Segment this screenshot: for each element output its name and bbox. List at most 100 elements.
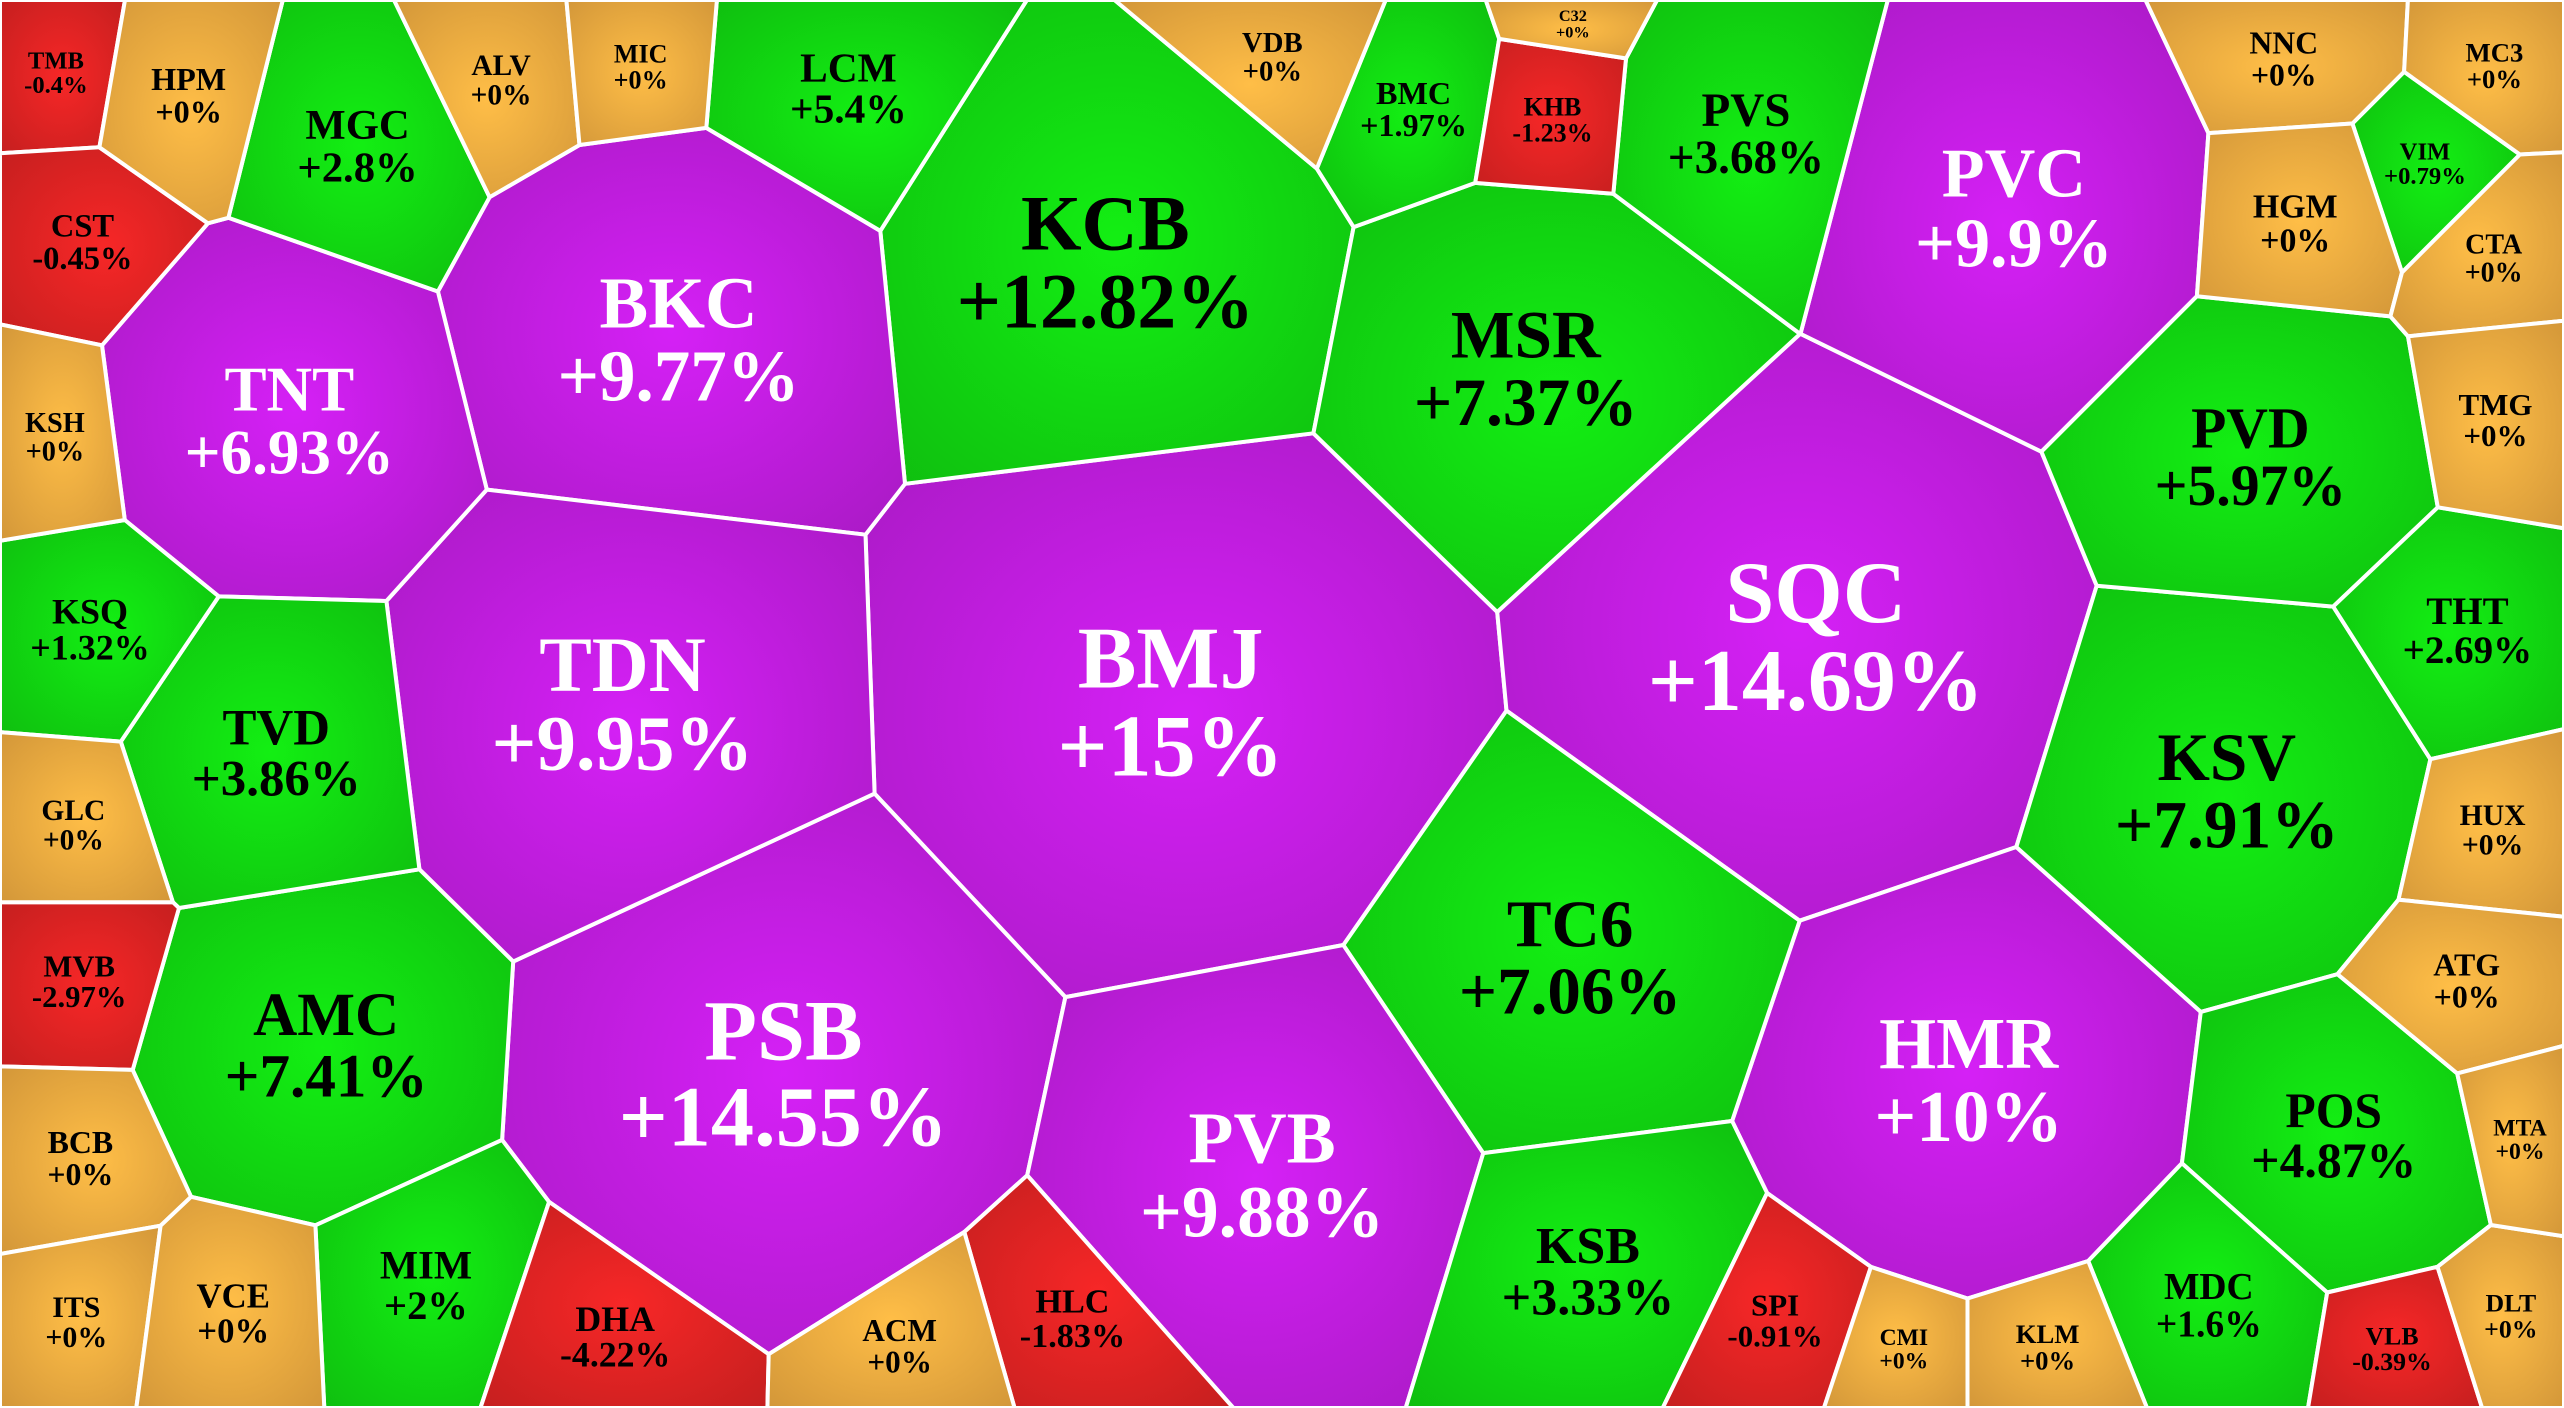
ticker-label-klm: KLM: [2016, 1319, 2080, 1349]
ticker-label-ksb: KSB: [1536, 1218, 1640, 1275]
change-label-hpm: +0%: [155, 93, 222, 129]
change-label-pos: +4.87%: [2251, 1133, 2416, 1188]
cell-vce[interactable]: [134, 1194, 327, 1408]
cell-klm[interactable]: [1965, 1259, 2149, 1408]
cell-glc[interactable]: [0, 730, 175, 905]
change-label-mim: +2%: [384, 1283, 468, 1328]
change-label-glc: +0%: [43, 825, 104, 857]
ticker-label-hux: HUX: [2460, 800, 2527, 832]
ticker-label-mc3: MC3: [2466, 37, 2524, 67]
cell-c32[interactable]: [1483, 0, 1660, 61]
change-label-vim: +0.79%: [2384, 163, 2466, 190]
ticker-label-acm: ACM: [862, 1313, 936, 1348]
cell-hgm[interactable]: [2194, 121, 2404, 319]
cell-mta[interactable]: [2455, 1043, 2564, 1239]
ticker-label-hmr: HMR: [1879, 1003, 2059, 1084]
change-label-c32: +0%: [1556, 22, 1590, 41]
ticker-label-its: ITS: [52, 1291, 100, 1324]
ticker-label-bmj: BMJ: [1078, 610, 1264, 707]
cell-ksh[interactable]: [0, 322, 127, 543]
ticker-label-glc: GLC: [41, 795, 105, 827]
ticker-label-msr: MSR: [1451, 298, 1602, 373]
ticker-label-tdn: TDN: [539, 622, 706, 709]
ticker-label-mdc: MDC: [2164, 1267, 2254, 1308]
cell-acm[interactable]: [765, 1230, 1017, 1408]
ticker-label-kcb: KCB: [1021, 180, 1190, 266]
ticker-label-nnc: NNC: [2249, 26, 2318, 61]
ticker-label-vdb: VDB: [1242, 27, 1303, 59]
ticker-label-vlb: VLB: [2366, 1321, 2419, 1350]
ticker-label-hgm: HGM: [2253, 188, 2338, 225]
ticker-label-cst: CST: [51, 209, 115, 245]
change-label-mdc: +1.6%: [2156, 1305, 2262, 1346]
cell-mic[interactable]: [564, 0, 719, 147]
change-label-mgc: +2.8%: [297, 145, 417, 192]
ticker-label-vce: VCE: [197, 1277, 270, 1316]
change-label-mc3: +0%: [2467, 64, 2522, 94]
ticker-label-pos: POS: [2285, 1083, 2382, 1138]
ticker-label-sqc: SQC: [1725, 545, 1906, 642]
change-label-ksh: +0%: [26, 436, 85, 467]
change-label-hlc: -1.83%: [1020, 1318, 1125, 1355]
ticker-label-ksh: KSH: [25, 408, 85, 439]
change-label-its: +0%: [45, 1321, 107, 1354]
ticker-label-tmg: TMG: [2458, 387, 2532, 422]
change-label-dlt: +0%: [2484, 1315, 2537, 1344]
change-label-kcb: +12.82%: [957, 258, 1255, 344]
ticker-label-hpm: HPM: [151, 61, 226, 97]
change-label-tnt: +6.93%: [185, 418, 394, 488]
change-label-cta: +0%: [2465, 258, 2523, 289]
ticker-label-alv: ALV: [471, 50, 530, 82]
ticker-label-pvb: PVB: [1189, 1097, 1336, 1179]
change-label-klm: +0%: [2020, 1346, 2075, 1376]
change-label-khb: -1.23%: [1512, 118, 1592, 147]
change-label-ksq: +1.32%: [30, 628, 150, 668]
change-label-bmc: +1.97%: [1360, 107, 1467, 143]
ticker-label-tvd: TVD: [223, 701, 330, 757]
cell-hpm[interactable]: [97, 0, 285, 226]
cell-cta[interactable]: [2388, 150, 2564, 339]
labels-layer: BMJ+15% SQC+14.69% PSB+14.55% KCB+12.82% BKC…: [24, 6, 2547, 1379]
change-label-tc6: +7.06%: [1459, 954, 1681, 1028]
ticker-label-mic: MIC: [614, 39, 668, 68]
ticker-label-ksq: KSQ: [52, 592, 128, 632]
ticker-label-mvb: MVB: [43, 949, 115, 983]
ticker-label-pvd: PVD: [2191, 397, 2310, 460]
cell-vdb[interactable]: [1112, 0, 1388, 171]
change-label-tvd: +3.86%: [192, 752, 361, 808]
change-label-bcb: +0%: [47, 1157, 113, 1192]
change-label-cst: -0.45%: [32, 241, 132, 277]
change-label-dha: -4.22%: [560, 1335, 670, 1375]
change-label-vce: +0%: [197, 1311, 269, 1350]
change-label-amc: +7.41%: [225, 1042, 428, 1110]
cell-tmg[interactable]: [2406, 318, 2564, 531]
change-label-msr: +7.37%: [1414, 365, 1638, 440]
ticker-label-mim: MIM: [380, 1243, 472, 1288]
change-label-bmj: +15%: [1058, 698, 1284, 795]
change-label-sqc: +14.69%: [1648, 633, 1984, 730]
change-label-tmg: +0%: [2463, 418, 2527, 453]
change-label-bkc: +9.77%: [557, 336, 799, 417]
ticker-label-khb: KHB: [1524, 92, 1582, 121]
change-label-tdn: +9.95%: [492, 701, 754, 788]
change-label-vlb: -0.39%: [2352, 1347, 2432, 1376]
ticker-label-ksv: KSV: [2157, 720, 2296, 795]
change-label-mvb: -2.97%: [32, 980, 127, 1014]
cell-atg[interactable]: [2335, 897, 2564, 1076]
ticker-label-psb: PSB: [704, 982, 862, 1078]
change-label-lcm: +5.4%: [790, 86, 907, 132]
cell-nnc[interactable]: [2143, 0, 2410, 136]
ticker-label-lcm: LCM: [800, 44, 897, 90]
change-label-pvd: +5.97%: [2155, 455, 2347, 518]
change-label-hux: +0%: [2462, 830, 2523, 862]
ticker-label-bcb: BCB: [48, 1125, 114, 1160]
change-label-ksv: +7.91%: [2115, 787, 2339, 862]
ticker-label-hlc: HLC: [1035, 1284, 1109, 1321]
change-label-hmr: +10%: [1875, 1076, 2063, 1157]
change-label-psb: +14.55%: [619, 1069, 949, 1165]
change-label-mta: +0%: [2495, 1139, 2544, 1165]
ticker-label-pvc: PVC: [1942, 134, 2086, 212]
change-label-nnc: +0%: [2251, 57, 2317, 92]
